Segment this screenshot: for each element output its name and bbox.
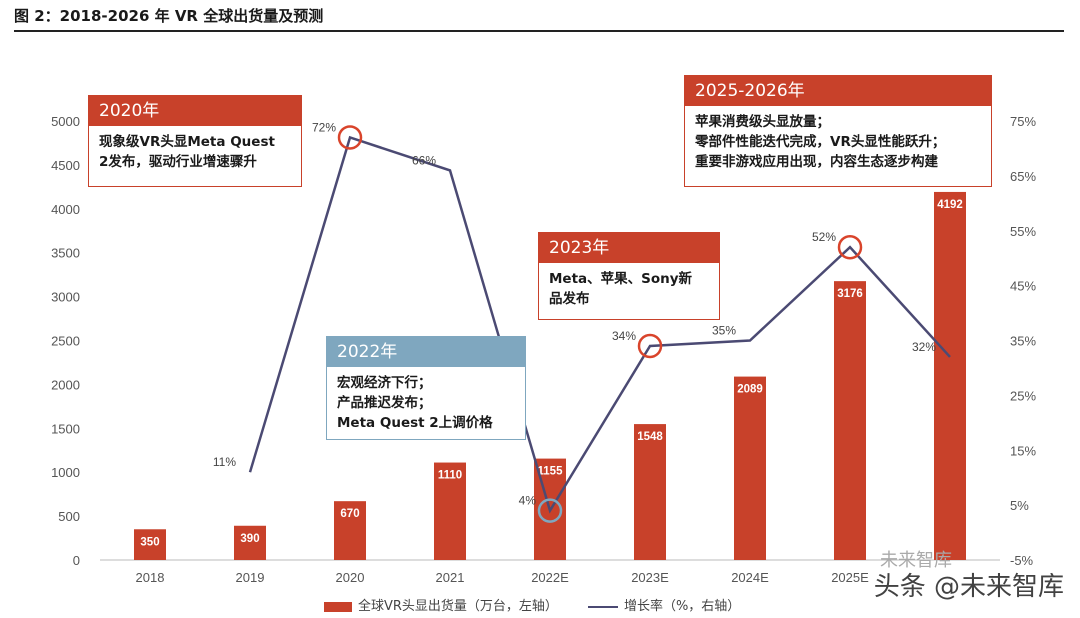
growth-rate-label: 66% (412, 153, 436, 167)
annotation-2023-line: 品发布 (549, 291, 590, 307)
highlight-circle (637, 333, 663, 359)
annotation-2022-line: Meta Quest 2上调价格 (337, 415, 493, 431)
left-axis-tick-label: 5000 (51, 114, 80, 129)
annotation-2020-line: 现象级VR头显Meta Quest (99, 134, 275, 150)
x-axis-tick-label: 2024E (731, 570, 769, 585)
watermark: 头条 @未来智库 (873, 572, 1064, 602)
highlight-circle (537, 498, 563, 523)
bar (634, 424, 666, 560)
figure-title-bar: 图 2：2018-2026 年 VR 全球出货量及预测 (14, 4, 1064, 32)
x-axis-tick-label: 2018 (136, 570, 165, 585)
bar (734, 376, 766, 560)
bar-value-label: 4192 (937, 199, 963, 211)
left-axis-tick-label: 4000 (51, 202, 80, 217)
bar (234, 525, 266, 560)
growth-rate-line (248, 135, 951, 514)
right-axis-tick-label: 15% (1010, 443, 1036, 458)
annotation-2022: 2022年 宏观经济下行； 产品推迟发布； Meta Quest 2上调价格 (326, 336, 526, 440)
legend-line-swatch (587, 605, 618, 608)
right-axis-tick-label: -5% (1010, 553, 1034, 568)
left-axis-tick-label: 3000 (51, 290, 80, 305)
growth-rate-label: 11% (213, 455, 236, 469)
bar-value-label: 2089 (737, 384, 763, 396)
growth-rate-label: 52% (812, 230, 836, 244)
bar (434, 462, 466, 560)
annotation-2022-head: 2022年 (327, 337, 525, 367)
annotation-2020-line: 2发布，驱动行业增速骤升 (99, 154, 257, 170)
legend-line-label: 增长率（%，右轴） (623, 599, 741, 614)
x-axis-tick-label: 2019 (236, 570, 265, 585)
figure-title: 图 2：2018-2026 年 VR 全球出货量及预测 (14, 7, 324, 25)
watermark-small: 未来智库 (880, 550, 952, 571)
highlight-circle (337, 125, 363, 150)
annotation-2023-head: 2023年 (539, 233, 719, 263)
left-axis-tick-label: 1500 (51, 421, 80, 436)
growth-rate-label: 32% (912, 340, 936, 354)
growth-rate-label: 72% (312, 120, 336, 134)
bar (134, 529, 166, 560)
bar-value-label: 1110 (438, 470, 462, 482)
annotation-2025-2026-head: 2025-2026年 (685, 76, 991, 106)
legend-bar-label: 全球VR头显出货量（万台，左轴） (358, 599, 558, 614)
left-axis-tick-label: 2000 (51, 377, 80, 392)
bar (334, 501, 366, 560)
growth-rate-label: 35% (712, 324, 736, 338)
right-axis-tick-label: 25% (1010, 388, 1036, 403)
highlight-circle (837, 234, 863, 260)
x-axis-tick-label: 2023E (631, 570, 669, 585)
left-axis-tick-label: 4500 (51, 158, 80, 173)
right-axis-tick-label: 65% (1010, 169, 1036, 184)
annotation-2023: 2023年 Meta、苹果、Sony新 品发布 (538, 232, 720, 320)
right-axis-tick-label: 45% (1010, 279, 1036, 294)
left-axis-tick-label: 3500 (51, 246, 80, 261)
left-axis-tick-label: 500 (58, 509, 80, 524)
growth-rate-label: 4% (519, 494, 537, 508)
x-axis-tick-label: 2020 (336, 570, 365, 585)
growth-rate-label: 34% (612, 329, 636, 343)
legend-bar-swatch (324, 601, 352, 612)
bar-value-label: 3176 (837, 288, 863, 300)
annotation-2022-line: 宏观经济下行； (337, 375, 432, 391)
bar-value-label: 670 (340, 508, 359, 520)
left-axis-tick-label: 1000 (51, 465, 80, 480)
annotation-2023-line: Meta、苹果、Sony新 (549, 271, 693, 287)
right-axis-tick-label: 5% (1010, 498, 1029, 513)
bar-value-label: 350 (140, 536, 159, 548)
right-axis-tick-label: 55% (1010, 224, 1036, 239)
bar-value-label: 1548 (637, 431, 663, 443)
annotation-2025-2026-line: 重要非游戏应用出现，内容生态逐步构建 (695, 154, 938, 170)
bar-value-label: 1155 (538, 466, 564, 478)
right-axis-tick-label: 75% (1010, 114, 1036, 129)
left-axis-tick-label: 0 (73, 553, 80, 568)
bar-value-label: 390 (240, 533, 259, 545)
annotation-2022-line: 产品推迟发布； (337, 395, 432, 411)
annotation-2025-2026: 2025-2026年 苹果消费级头显放量； 零部件性能迭代完成，VR头显性能跃升… (684, 75, 992, 187)
bar (834, 281, 866, 560)
x-axis-tick-label: 2025E (831, 570, 869, 585)
right-axis-tick-label: 35% (1010, 334, 1036, 349)
chart-legend: 全球VR头显出货量（万台，左轴） 增长率（%，右轴） (324, 595, 740, 614)
annotation-2025-2026-line: 零部件性能迭代完成，VR头显性能跃升； (695, 134, 946, 150)
left-axis-tick-label: 2500 (51, 334, 80, 349)
annotation-2025-2026-line: 苹果消费级头显放量； (695, 114, 830, 130)
bar (934, 191, 966, 561)
annotation-2020: 2020年 现象级VR头显Meta Quest 2发布，驱动行业增速骤升 (88, 95, 302, 187)
x-axis-tick-label: 2021 (436, 570, 465, 585)
x-axis-tick-label: 2022E (531, 570, 569, 585)
annotation-2020-head: 2020年 (89, 96, 301, 126)
